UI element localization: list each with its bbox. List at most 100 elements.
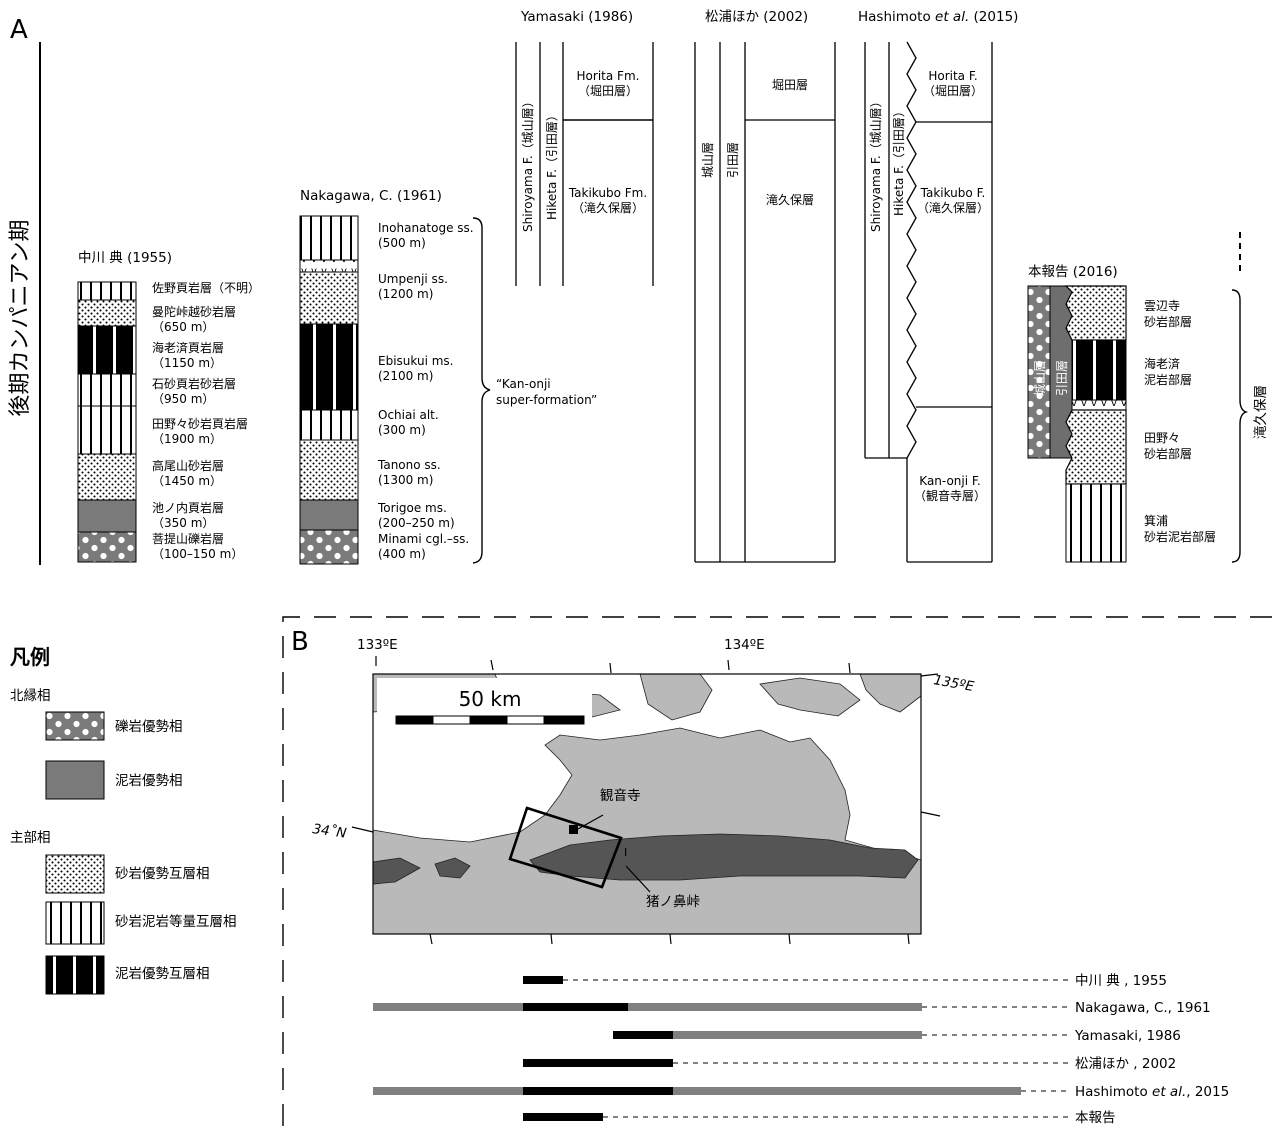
takikubo-label: Takikubo Fm.	[568, 186, 647, 200]
hiketa-label: 引田層	[1055, 360, 1069, 396]
unit-name: Umpenji ss.	[378, 272, 448, 286]
shiroyama-label: 城山層	[1033, 360, 1047, 396]
group-label: super-formation”	[496, 393, 597, 407]
awaji-land	[759, 677, 861, 717]
column-title: Hashimoto et al. (2015)	[858, 9, 1018, 25]
takikubo-label-jp: （滝久保層）	[572, 201, 644, 215]
unit-name: 砂岩部層	[1144, 446, 1192, 461]
group-label: “Kan-onji	[496, 377, 551, 391]
unit-name: 曼陀峠越砂岩層	[152, 304, 236, 319]
hiketa-label: 引田層	[726, 142, 740, 178]
unit-thickness: （950 m）	[152, 392, 214, 406]
unit-name: Tanono ss.	[377, 458, 441, 472]
unit-thickness: （350 m）	[152, 516, 214, 530]
panel-a-label: A	[10, 15, 28, 45]
takikubo-label: Takikubo F.	[920, 186, 986, 200]
pass-marker: I	[624, 846, 627, 859]
legend-swatch-conglomerate	[45, 711, 105, 741]
map-frame	[372, 673, 922, 935]
horita-label: Horita F.	[928, 69, 977, 83]
horita-label: 堀田層	[772, 77, 808, 92]
column-title: 中川 典 (1955)	[78, 250, 172, 266]
legend-title: 凡例	[10, 645, 50, 669]
unit-name: 田野々砂岩頁岩層	[152, 416, 248, 431]
column-hashimoto-2015: Hashimoto et al. (2015) Shiroyama F.（城山層…	[858, 9, 1018, 563]
unit-thickness: （650 m）	[152, 320, 214, 334]
column-title: 本報告 (2016)	[1028, 264, 1118, 280]
legend-label: 泥岩優勢相	[115, 773, 183, 789]
kanonji-label: 観音寺	[600, 787, 641, 804]
kanonji-label-jp: （観音寺層）	[914, 488, 986, 503]
ref-label: 本報告	[1075, 1110, 1116, 1126]
unit-thickness: （100–150 m）	[152, 547, 243, 561]
ref-label: Nakagawa, C., 1961	[1075, 1000, 1211, 1016]
column-matsuura-2002: 松浦ほか (2002) 城山層 引田層 堀田層 滝久保層	[694, 9, 836, 563]
unit-thickness: (1300 m)	[378, 473, 433, 487]
legend-group-northern: 北縁相	[10, 688, 51, 704]
ref-label: Hashimoto et al., 2015	[1075, 1084, 1229, 1100]
unit-name: 池ノ内頁岩層	[152, 500, 224, 515]
unit-thickness: (300 m)	[378, 423, 426, 437]
column-nakagawa-1955: 中川 典 (1955) 佐野頁岩層（不明） 曼陀峠越砂岩層 （650 m） 海老…	[77, 250, 260, 563]
unit-thickness: (200–250 m)	[378, 516, 455, 530]
lon-133-label: 133ºE	[357, 637, 398, 653]
horita-label-jp: （堀田層）	[578, 83, 638, 98]
unit-name: 砂岩部層	[1144, 314, 1192, 329]
inohana-label: 猪ノ鼻峠	[646, 893, 700, 910]
unit-name: 砂岩泥岩部層	[1144, 529, 1216, 544]
legend-label: 礫岩優勢相	[115, 719, 183, 735]
horita-label-jp: （堀田層）	[923, 83, 983, 98]
unit-name: Ebisukui ms.	[378, 354, 453, 368]
column-title: Yamasaki (1986)	[520, 9, 633, 25]
column-nakagawa-1961: Nakagawa, C. (1961) Inohanatoge ss. (500…	[299, 188, 597, 565]
legend-swatch-mudstone	[45, 760, 105, 800]
unit-thickness: （1150 m）	[152, 356, 222, 370]
panel-b-label: B	[291, 627, 309, 657]
legend: 凡例 北縁相 礫岩優勢相 泥岩優勢相 主部相 砂岩優勢互層相 砂岩泥岩等量互層相…	[10, 645, 237, 995]
unit-name: 石砂頁岩砂岩層	[152, 376, 236, 391]
legend-label: 泥岩優勢互層相	[115, 966, 210, 982]
izumi-group-main	[529, 833, 919, 881]
lon-135-label: 135ºE	[932, 672, 975, 695]
unit-name: 海老済頁岩層	[152, 340, 224, 355]
unit-name: 雲辺寺	[1144, 299, 1180, 313]
unit-name: Minami cgl.–ss.	[378, 532, 469, 546]
lat-34-label: 34˚N	[311, 820, 347, 842]
shiroyama-label: Shiroyama F.（城山層）	[869, 95, 883, 232]
study-area-box	[508, 806, 623, 889]
column-title: Nakagawa, C. (1961)	[300, 188, 442, 204]
unit-thickness: (2100 m)	[378, 369, 433, 383]
unit-thickness: （1450 m）	[152, 474, 222, 488]
kanonji-marker	[569, 825, 578, 834]
unit-name: 箕浦	[1144, 514, 1168, 528]
period-label: 後期カンパニアン期	[8, 219, 33, 416]
scale-bar	[395, 715, 585, 725]
izumi-group-small	[434, 857, 471, 879]
kanonji-label: Kan-onji F.	[919, 474, 980, 488]
unit-name: 泥岩部層	[1144, 372, 1192, 387]
coverage-bars	[373, 976, 1070, 1121]
legend-label: 砂岩泥岩等量互層相	[115, 913, 237, 930]
group-label: 滝久保層	[1253, 385, 1269, 439]
unit-name: Inohanatoge ss.	[378, 221, 474, 235]
unit-name: 田野々	[1144, 431, 1180, 445]
legend-swatch-equal-alt	[45, 901, 105, 945]
panel-b: B 133ºE 134ºE 135ºE 34˚N	[282, 616, 1283, 1126]
unit-name: Ochiai alt.	[378, 408, 439, 422]
unit-name: 海老済	[1144, 356, 1180, 371]
unit-name: 佐野頁岩層（不明）	[152, 280, 260, 295]
takikubo-label-jp: （滝久保層）	[917, 201, 989, 215]
legend-group-main: 主部相	[10, 830, 51, 846]
unit-name: 菩提山礫岩層	[152, 531, 224, 546]
column-title: 松浦ほか (2002)	[705, 9, 808, 25]
hiketa-label: Hiketa F.（引田層）	[545, 109, 559, 220]
unit-thickness: (400 m)	[378, 547, 426, 561]
column-this-study-2016: 本報告 (2016) 城山層 引田層 雲辺寺 砂岩部層 海老済 泥岩部層 田野々…	[1027, 232, 1269, 563]
hiketa-label: Hiketa F.（引田層）	[892, 105, 906, 216]
shiroyama-label: 城山層	[701, 142, 715, 178]
unit-thickness: （1900 m）	[152, 432, 222, 446]
takikubo-label: 滝久保層	[766, 193, 814, 207]
unit-thickness: (500 m)	[378, 236, 426, 250]
unit-name: 高尾山砂岩層	[152, 458, 224, 473]
